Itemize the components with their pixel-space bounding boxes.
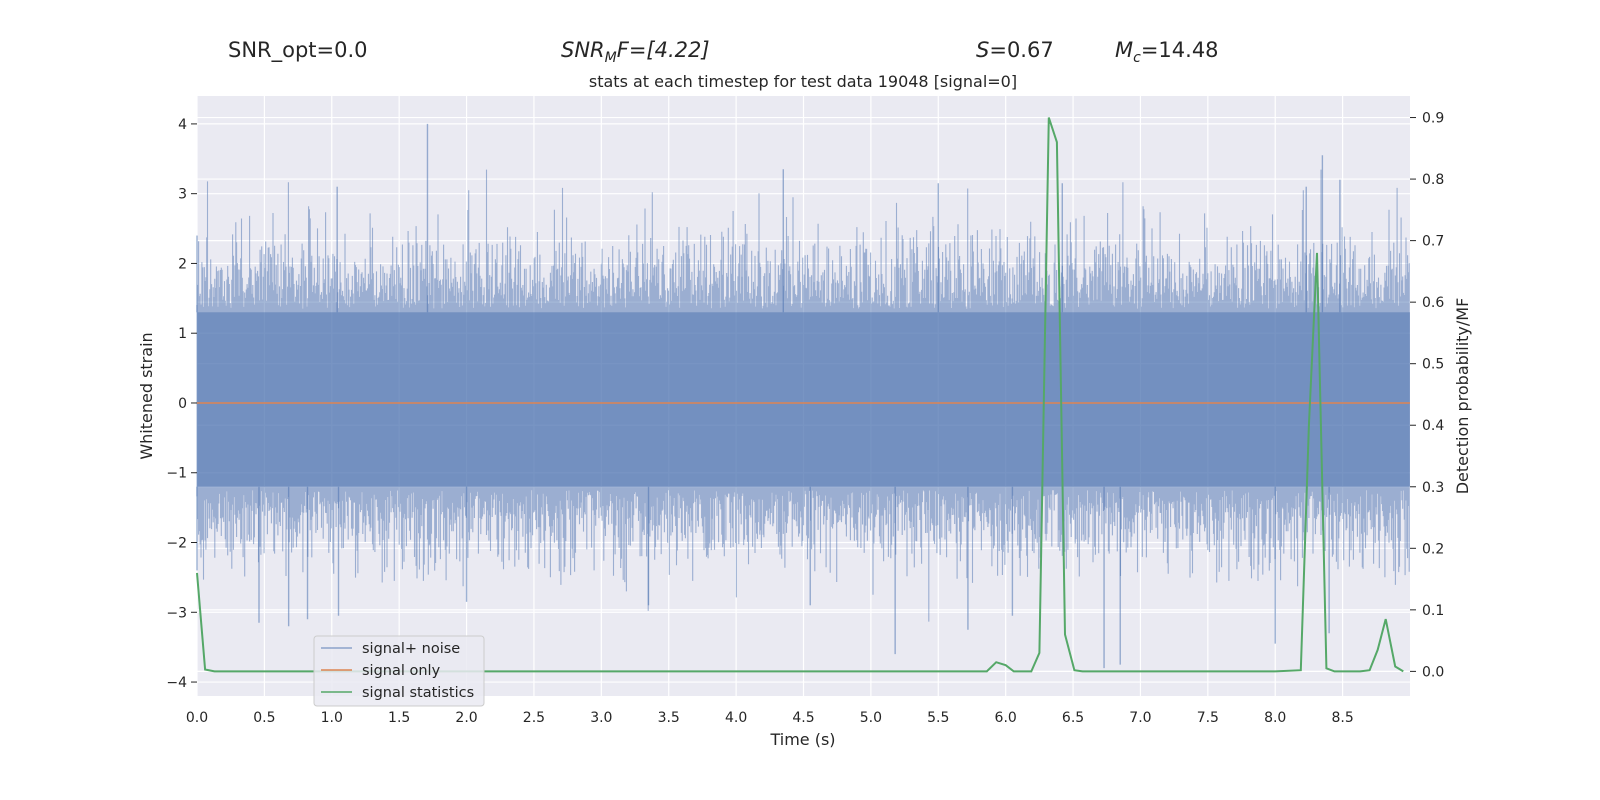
snr-mf-subscript: M	[604, 50, 617, 66]
y-right-tick-label: 0.3	[1422, 480, 1444, 496]
legend-box	[313, 635, 485, 707]
y-axis-label: Whitened strain	[137, 332, 156, 459]
signal-noise-series	[196, 123, 1410, 669]
x-tick-label: 0.5	[253, 710, 275, 726]
y-tick-label: 4	[178, 117, 187, 133]
mc-subscript: c	[1133, 50, 1141, 66]
x-tick-label: 7.0	[1129, 710, 1151, 726]
y-right-tick-label: 0.0	[1422, 664, 1444, 680]
mc-symbol: M	[1115, 38, 1134, 62]
y-right-tick-label: 0.1	[1422, 603, 1444, 619]
x-tick-label: 3.5	[658, 710, 680, 726]
y-tick-label: −2	[166, 536, 187, 552]
y-tick-label: −3	[166, 605, 187, 621]
noise-band	[197, 312, 1410, 487]
x-tick-label: 5.5	[927, 710, 949, 726]
mc-value: =14.48	[1140, 38, 1219, 62]
y-axis-ticks: −4 −3 −2 −1 0 1 2 3 4	[166, 117, 197, 691]
s-symbol: S	[976, 38, 990, 62]
legend-label-stats: signal statistics	[362, 685, 474, 701]
x-tick-label: 8.5	[1331, 710, 1353, 726]
x-axis-ticks: 0.0 0.5 1.0 1.5 2.0 2.5 3.0 3.5 4.0 4.5 5.0 5.5 6.0 6…	[186, 710, 1354, 726]
x-tick-label: 1.0	[321, 710, 343, 726]
x-tick-label: 6.0	[995, 710, 1017, 726]
y-right-tick-label: 0.9	[1422, 111, 1444, 127]
legend: signal+ noise signal only signal statist…	[313, 635, 485, 707]
legend-label-noise: signal+ noise	[362, 641, 460, 657]
y-right-axis-label: Detection probability/MF	[1453, 298, 1472, 495]
y-right-tick-label: 0.6	[1422, 295, 1444, 311]
y-tick-label: −1	[166, 466, 187, 482]
x-tick-label: 5.0	[860, 710, 882, 726]
snr-mf-value: F=[4.22]	[616, 38, 710, 62]
snr-mf-symbol: SNR	[561, 38, 605, 62]
y-right-tick-label: 0.8	[1422, 172, 1444, 188]
y-tick-label: −4	[166, 675, 187, 691]
signal-statistics-line	[196, 117, 1404, 673]
x-tick-label: 1.5	[388, 710, 410, 726]
x-tick-label: 8.0	[1264, 710, 1286, 726]
signal-statistics-series	[196, 117, 1404, 673]
x-tick-label: 7.5	[1197, 710, 1219, 726]
y-tick-label: 1	[178, 326, 187, 342]
y-right-tick-label: 0.4	[1422, 418, 1444, 434]
y-right-tick-label: 0.5	[1422, 357, 1444, 373]
y-right-tick-label: 0.7	[1422, 234, 1444, 250]
y-tick-label: 2	[178, 256, 187, 272]
x-tick-label: 6.5	[1062, 710, 1084, 726]
snr-opt-label: SNR_opt=0.0	[228, 38, 368, 62]
y-tick-label: 0	[178, 396, 187, 412]
y-right-tick-label: 0.2	[1422, 541, 1444, 557]
x-tick-label: 4.0	[725, 710, 747, 726]
x-tick-label: 2.5	[523, 710, 545, 726]
chart-title: stats at each timestep for test data 190…	[589, 72, 1017, 91]
s-value-label: S=0.67	[976, 38, 1054, 62]
y-tick-label: 3	[178, 187, 187, 203]
x-tick-label: 4.5	[792, 710, 814, 726]
x-tick-label: 2.0	[455, 710, 477, 726]
legend-label-signal: signal only	[362, 663, 441, 679]
x-tick-label: 0.0	[186, 710, 208, 726]
x-tick-label: 3.0	[590, 710, 612, 726]
y-right-axis-ticks: 0.0 0.1 0.2 0.3 0.4 0.5 0.6 0.7 0.8 0.9	[1410, 111, 1444, 680]
mc-value-label: Mc=14.48	[1115, 38, 1219, 66]
x-axis-label: Time (s)	[769, 730, 835, 749]
s-value: =0.67	[989, 38, 1054, 62]
snr-mf-label: SNRMF=[4.22]	[561, 38, 710, 66]
